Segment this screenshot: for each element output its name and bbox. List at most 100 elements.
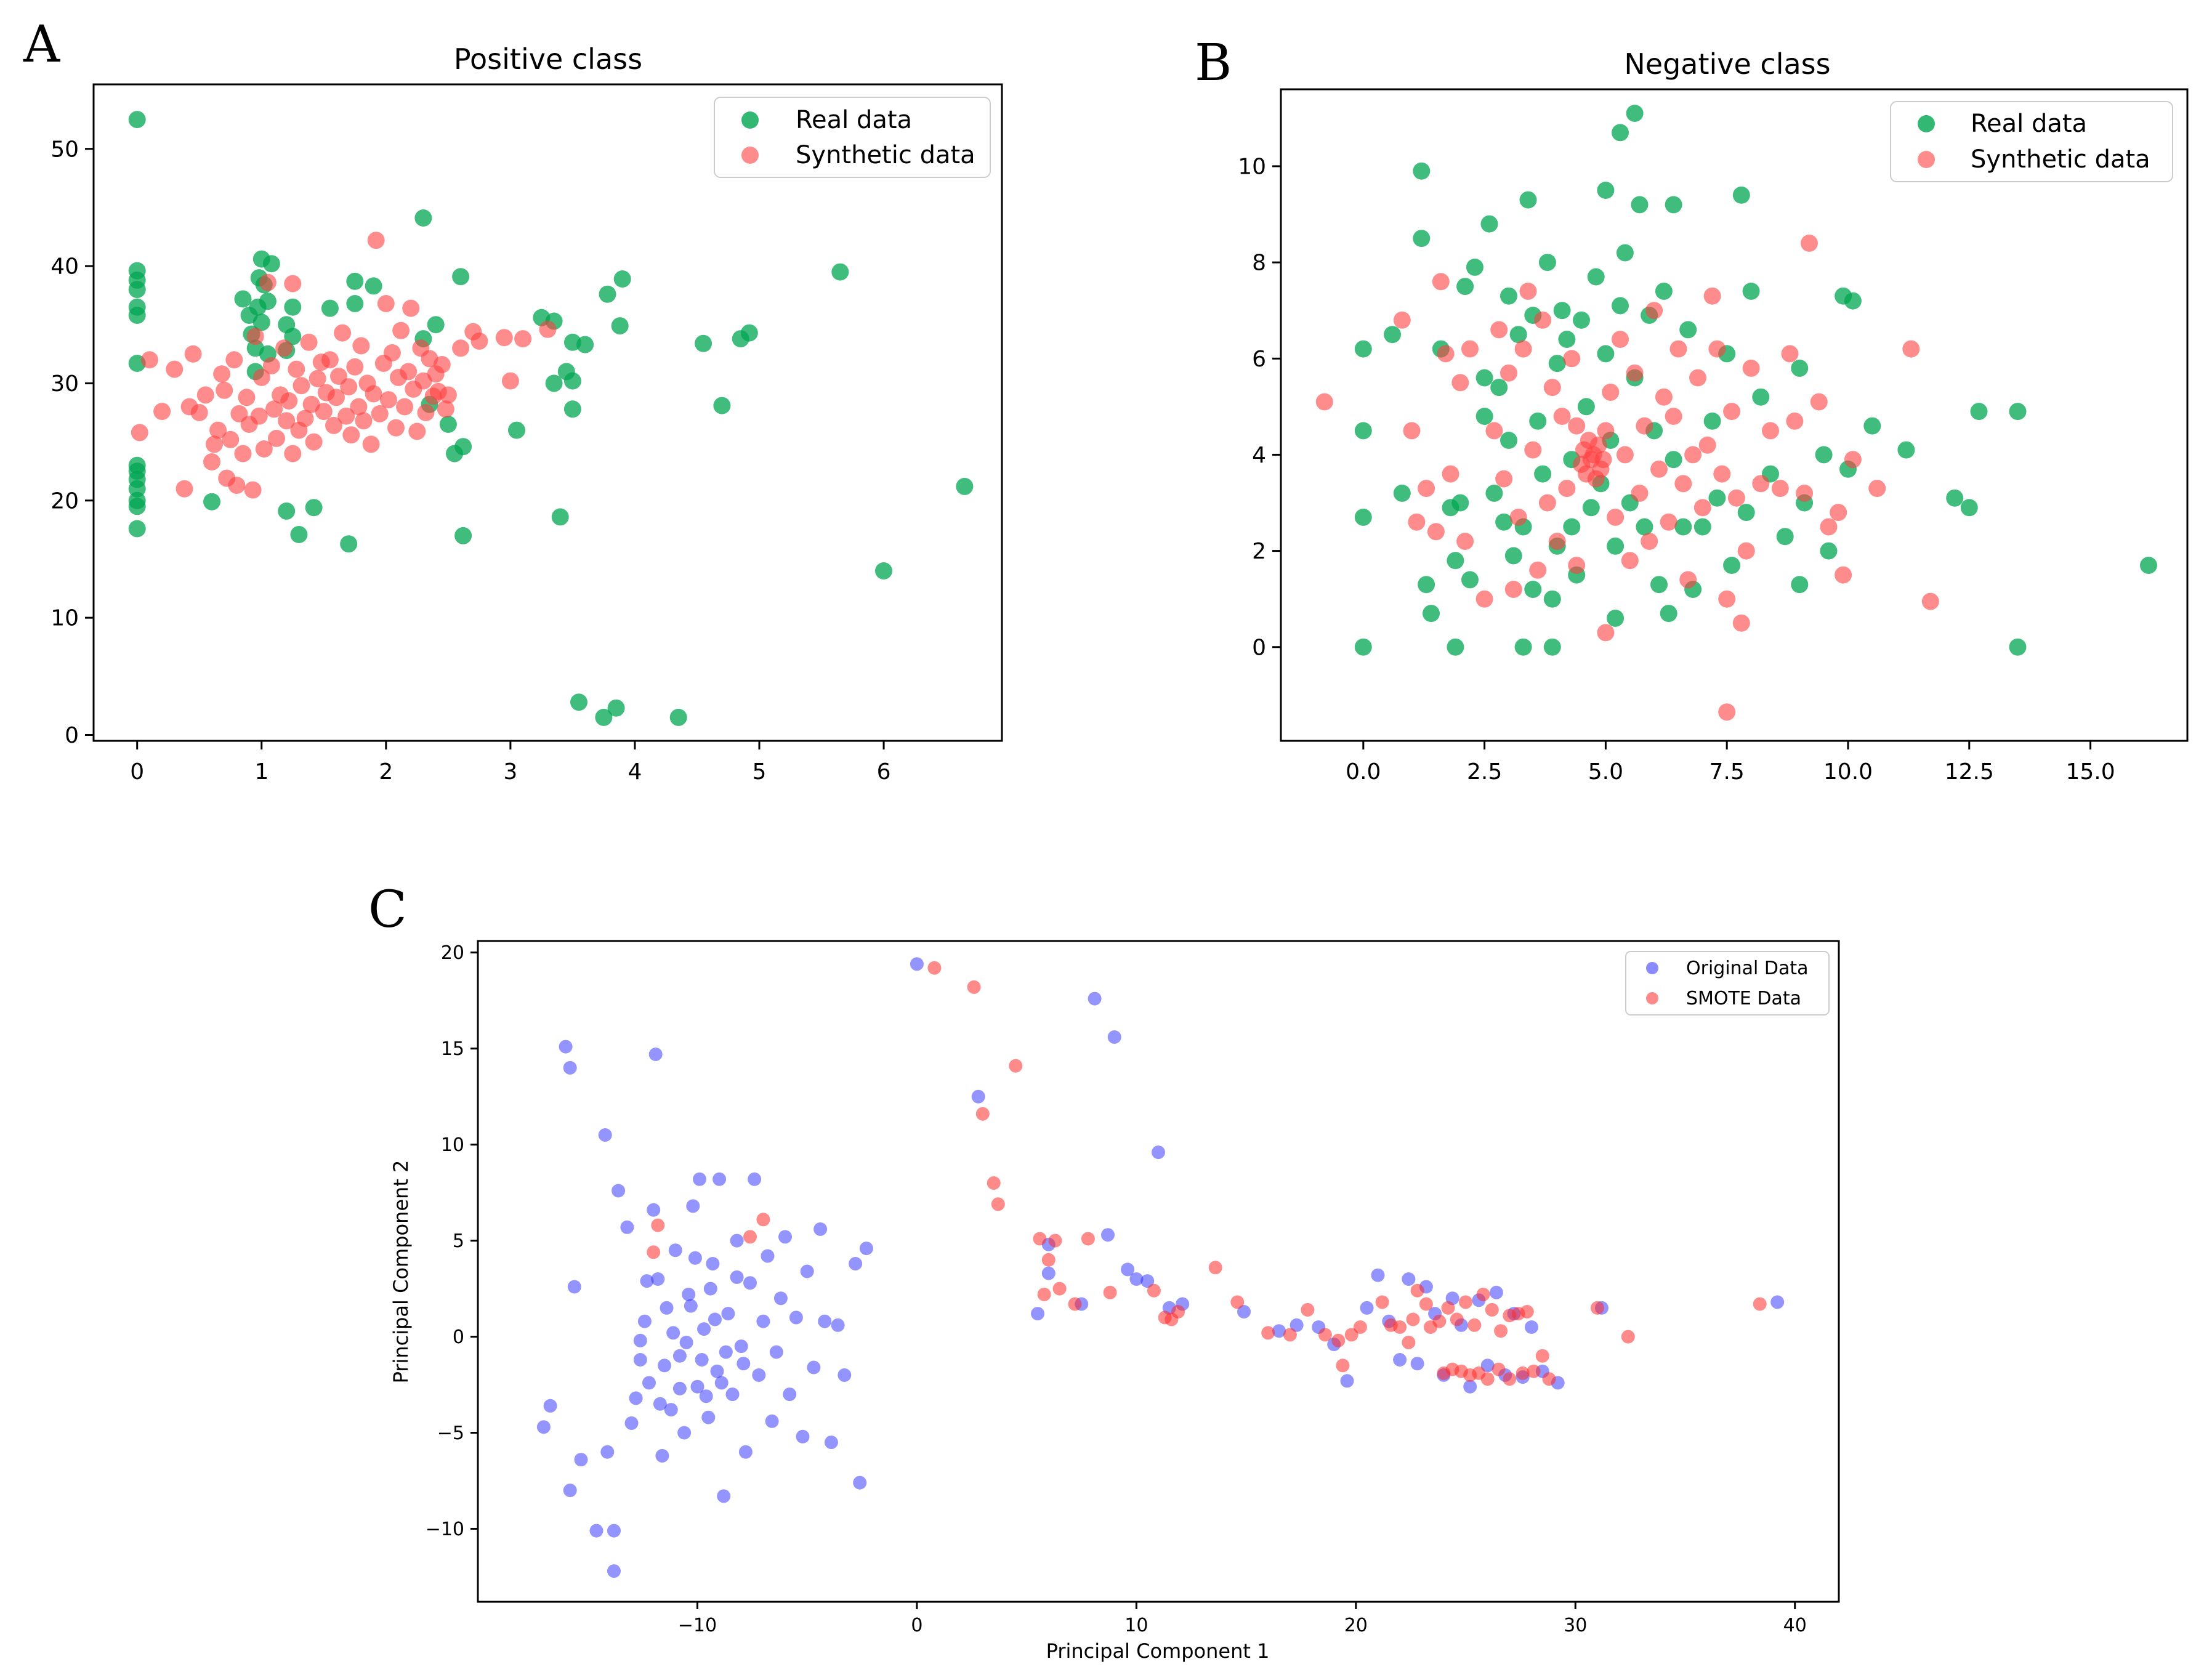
panel-a-synthetic-data-point [140,351,158,369]
panel-b-synthetic-data-point [1432,273,1450,291]
panel-a-marks [128,111,974,726]
panel-c-y-tick-label: −5 [437,1423,464,1444]
panel-c-original-data-point [719,1345,733,1359]
panel-b-synthetic-data-point [1771,480,1789,498]
panel-b-real-data-point [1665,451,1682,469]
panel-a-legend-box [714,97,991,178]
panel-a-synthetic-data-point [408,422,426,440]
panel-c-original-data-point [633,1333,647,1347]
panel-b-real-data-point [1791,576,1809,594]
panel-a-real-data-point [305,499,323,517]
panel-a-synthetic-data-point [280,392,298,410]
panel-a-x-tick-label: 4 [628,759,642,785]
panel-c-original-data-point [1480,1359,1495,1373]
panel-a-synthetic-data-point [228,477,246,494]
panel-label-b: B [1195,34,1232,92]
panel-c-smote-data-point [975,1107,990,1121]
panel-a-synthetic-data-point [377,295,395,312]
panel-b-y-tick-label: 8 [1252,251,1266,276]
panel-b-synthetic-data-point [1403,422,1421,440]
panel-a-real-data-point [576,336,594,353]
panel-c-smote-data-point [1459,1295,1472,1309]
panel-c-original-data-point [738,1445,753,1459]
panel-c-original-data-point [1770,1295,1785,1309]
panel-c-original-data-point [818,1314,832,1328]
panel-a-real-data-point [290,526,308,543]
panel-c-smote-data-point [1410,1283,1424,1298]
panel-c-smote-data-point [1520,1305,1534,1319]
panel-a-real-data-point [454,527,472,544]
panel-c-smote-data-point [1033,1232,1047,1246]
panel-a-real-data-point [128,111,146,129]
panel-b-synthetic-data-point [1509,508,1527,526]
panel-b-synthetic-data-point [1621,552,1639,570]
panel-b-synthetic-data-point [1437,345,1455,363]
panel-b-synthetic-data-point [1514,340,1532,358]
panel-b-real-data-point [1679,321,1697,339]
panel-b-real-data-point [1509,326,1527,344]
panel-a-synthetic-data-point [265,400,283,418]
panel-c-original-data-point [701,1410,716,1424]
panel-c-original-data-point [600,1445,615,1459]
panel-c-original-data-point [607,1564,621,1578]
panel-a-title: Positive class [454,42,642,76]
panel-c-smote-data-point [1208,1261,1222,1275]
panel-b-synthetic-data-point [1752,475,1770,493]
panel-c-original-data-point [789,1310,803,1325]
panel-a-synthetic-data-point [262,357,280,374]
panel-b-synthetic-data-point [1553,408,1571,425]
panel-a-synthetic-data-point [238,389,256,406]
panel-a-real-data-point [284,298,302,316]
panel-b-synthetic-data-point [1534,311,1552,329]
panel-a-real-data-point [599,285,616,303]
panel-c-smote-data-point [1081,1232,1095,1246]
panel-b-synthetic-data-point [1650,460,1668,478]
panel-a-real-data-point [128,498,146,515]
panel-a-y-tick-label: 40 [50,254,79,280]
panel-a-x-tick-label: 1 [254,759,268,785]
panel-a-real-data-point [365,277,382,295]
panel-a-synthetic-data-point [383,344,401,361]
panel-a-synthetic-data-point [300,333,318,351]
panel-b-synthetic-data-point [1781,345,1799,363]
panel-c-original-data-point [1410,1357,1424,1371]
panel-b-synthetic-data-point [1519,282,1537,300]
panel-c-smote-data-point [1419,1297,1433,1311]
panel-c-x-tick-label: 20 [1344,1615,1368,1636]
panel-a-synthetic-data-point [213,365,231,383]
panel-a-y-tick-label: 0 [65,723,79,748]
panel-b-x-tick-label: 15.0 [2065,759,2115,785]
panel-a-y-tick-label: 10 [50,606,79,631]
panel-b-synthetic-data-point [1727,489,1745,507]
panel-a-real-data-point [740,324,758,342]
panel-b-real-data-point [1946,489,1964,507]
panel-a-legend-synthetic-label: Synthetic data [796,141,975,169]
panel-c-original-data-point [668,1243,682,1258]
panel-c-original-data-point [1088,991,1102,1006]
panel-a-synthetic-data-point [362,435,380,453]
panel-b-real-data-point [1519,191,1537,209]
panel-c-smote-data-point [987,1176,1001,1190]
panel-c-smote-data-point [1331,1333,1346,1347]
panel-a-synthetic-data-point [244,481,262,499]
panel-a-synthetic-data-point [246,328,264,345]
panel-a-synthetic-data-point [131,424,148,442]
panel-c-original-data-point [1290,1318,1304,1332]
panel-b-synthetic-data-point [1597,422,1615,440]
panel-c-smote-data-point [1621,1330,1635,1344]
panel-c-original-data-point [743,1276,757,1290]
panel-b-synthetic-data-point [1616,446,1634,464]
panel-b-legend-synthetic-marker [1918,151,1935,168]
panel-a-synthetic-data-point [514,330,532,348]
panel-c-original-data-point [666,1326,680,1340]
panel-c-original-data-point [612,1184,626,1198]
panel-c-original-data-point [543,1399,557,1413]
panel-b-real-data-point [1752,388,1770,406]
panel-c-smote-data-point [1480,1372,1495,1386]
panel-c-original-data-point [574,1453,588,1467]
panel-a-synthetic-data-point [355,412,373,430]
panel-b-real-data-point [1607,537,1625,555]
panel-b-real-data-point [1597,345,1615,363]
panel-b-real-data-point [1582,499,1600,517]
panel-c-original-data-point [647,1203,661,1217]
